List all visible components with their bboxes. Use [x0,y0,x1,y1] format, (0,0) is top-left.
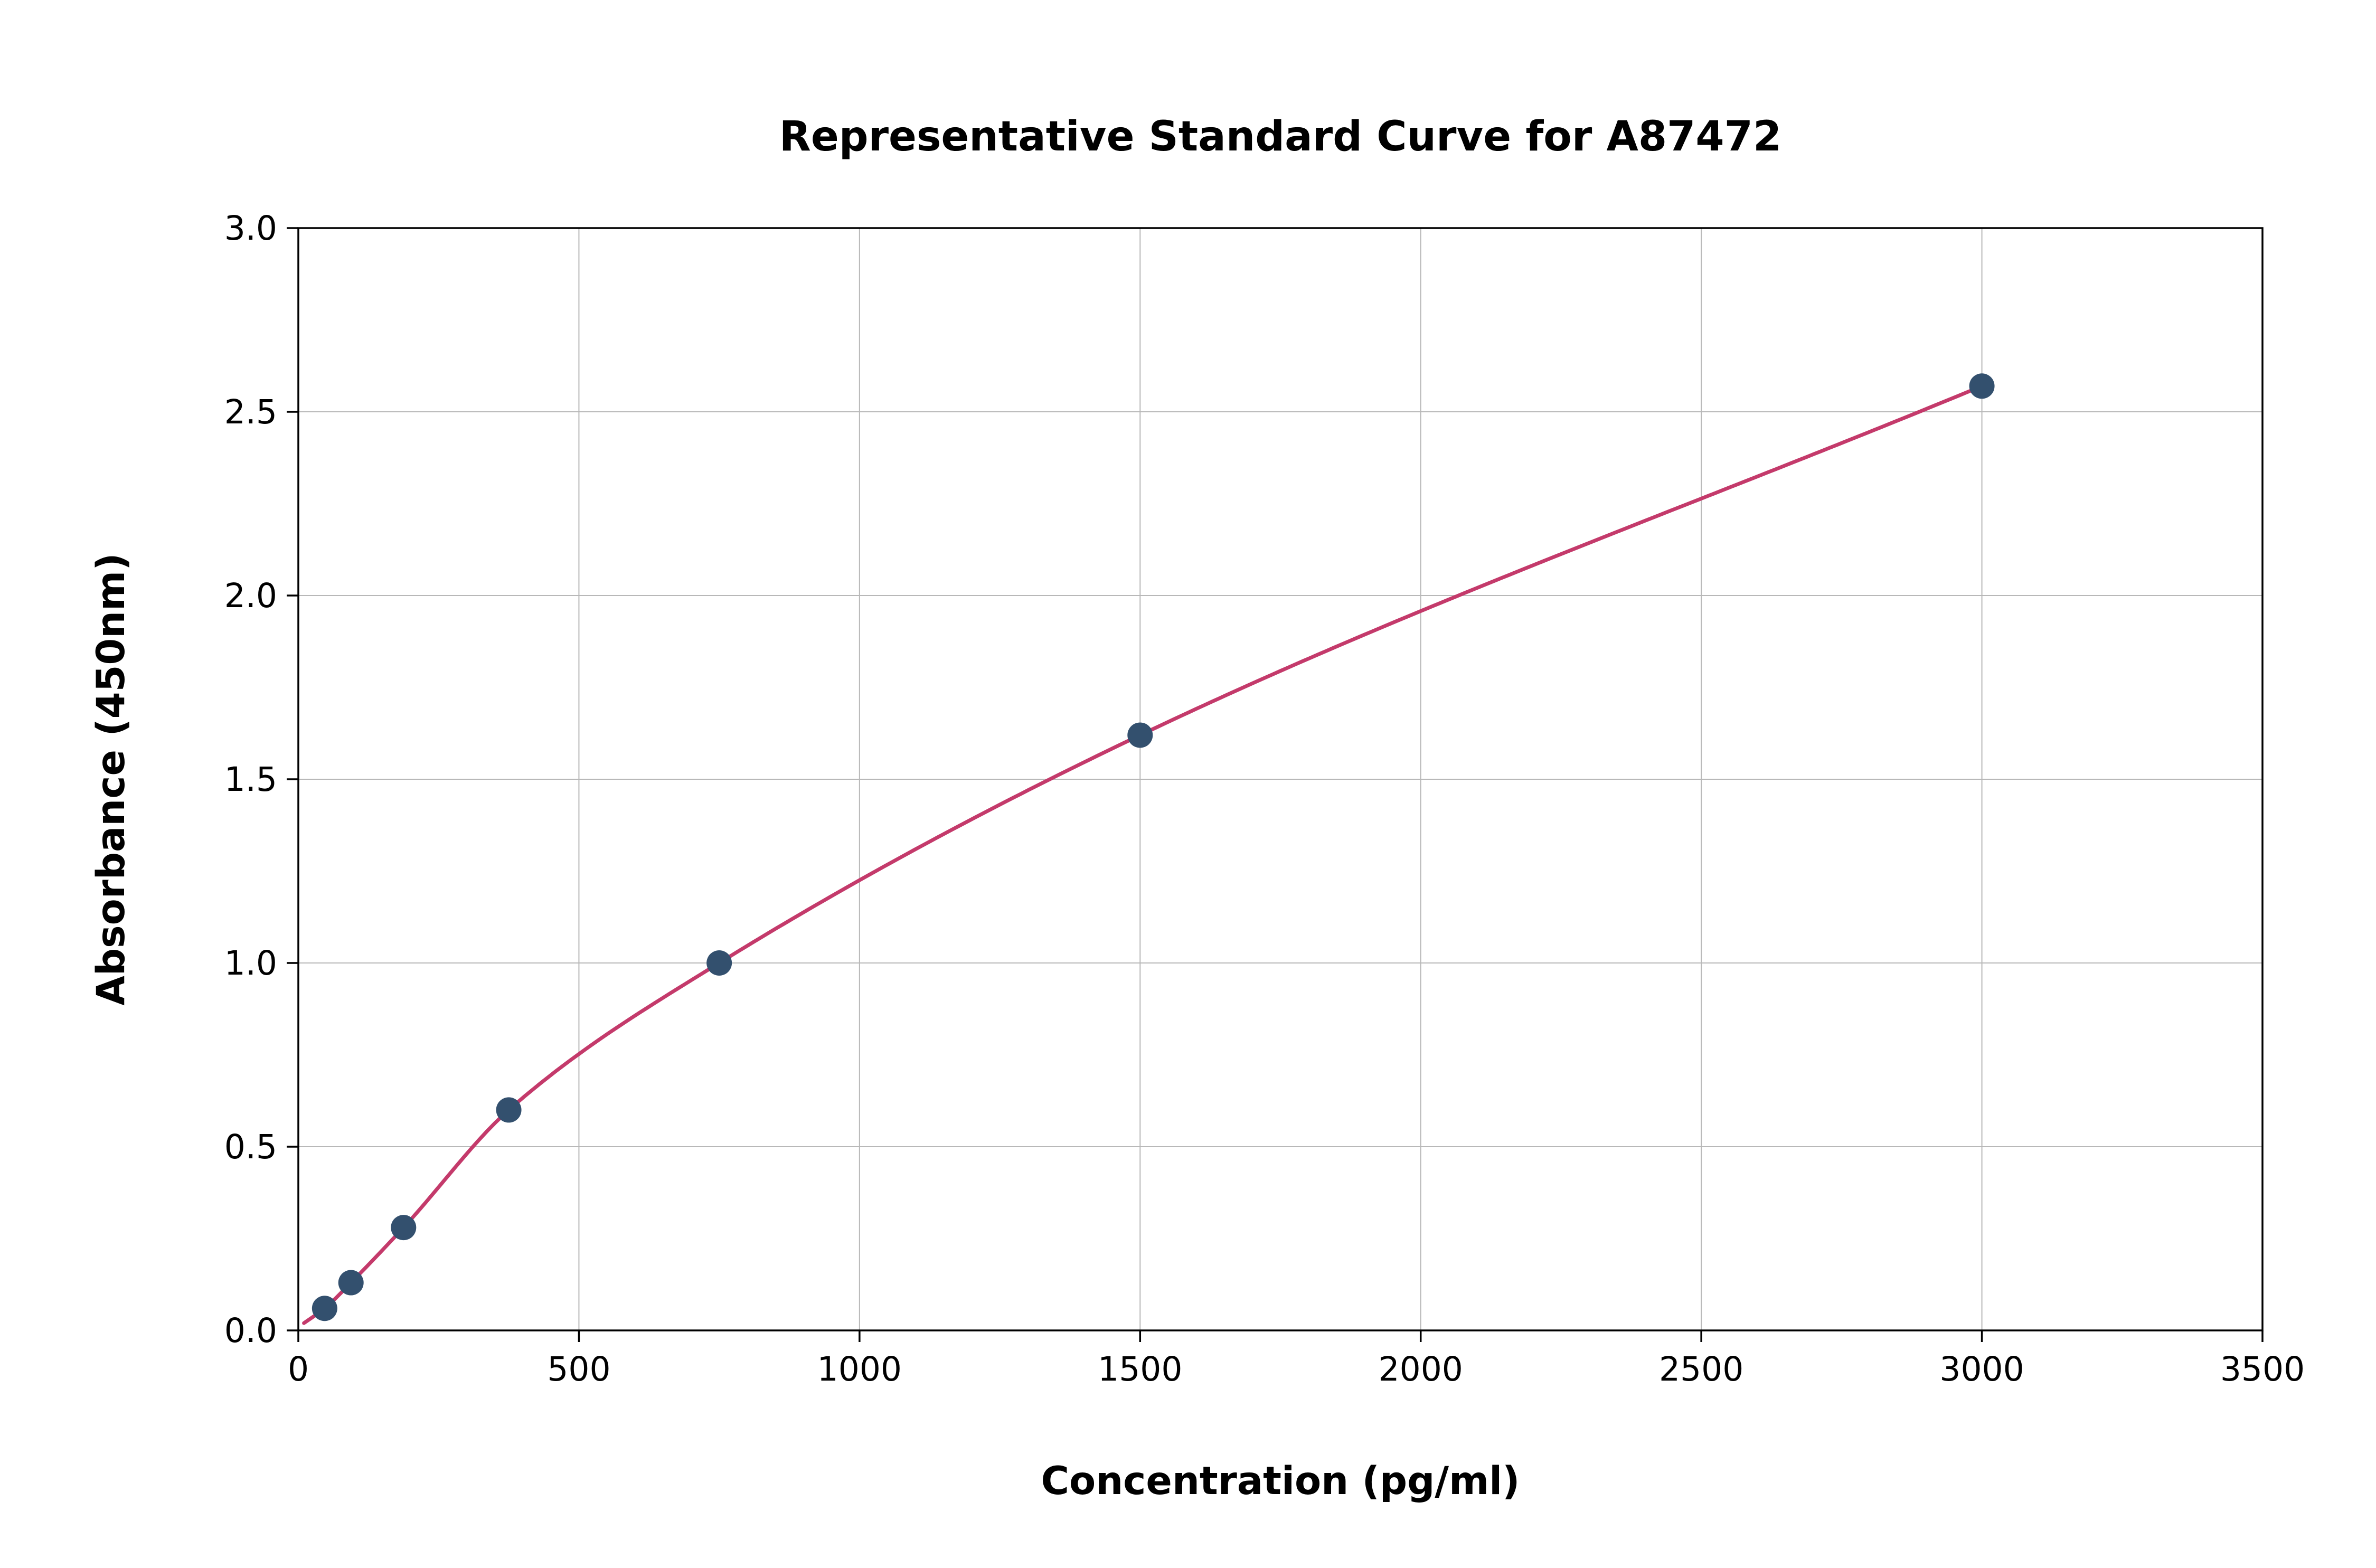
y-tick-label: 2.5 [224,393,277,431]
data-point [338,1270,364,1296]
tick-label-layer: 0 500 1000 1500 2000 2500 3000 3500 0.0 0.5 1.0 1.5… [224,209,2305,1388]
data-point [312,1296,337,1321]
y-tick-label: 0.0 [224,1311,277,1350]
axes-layer [287,227,2264,1342]
data-point [391,1215,417,1241]
x-tick-label: 0 [288,1350,309,1388]
chart-title: Representative Standard Curve for A87472 [779,113,1781,160]
x-tick-label: 1000 [817,1350,902,1388]
x-tick-label: 2500 [1659,1350,1743,1388]
fit-curve [302,384,1984,1325]
x-tick-label: 2000 [1379,1350,1463,1388]
y-tick-label: 3.0 [224,209,277,248]
data-point [706,950,732,976]
data-point [496,1097,522,1123]
y-axis-label: Absorbance (450nm) [89,553,134,1005]
x-axis-label: Concentration (pg/ml) [1041,1459,1520,1504]
x-tick-label: 3500 [2220,1350,2305,1388]
y-tick-label: 2.0 [224,577,277,615]
x-tick-label: 3000 [1939,1350,2024,1388]
x-tick-label: 1500 [1098,1350,1182,1388]
data-point [1969,373,1995,399]
data-point [1127,722,1153,748]
y-tick-label: 0.5 [224,1128,277,1166]
y-tick-label: 1.0 [224,944,277,983]
x-tick-label: 500 [547,1350,610,1388]
grid-layer [298,228,2263,1331]
series-layer [302,373,1995,1325]
y-tick-label: 1.5 [224,760,277,799]
